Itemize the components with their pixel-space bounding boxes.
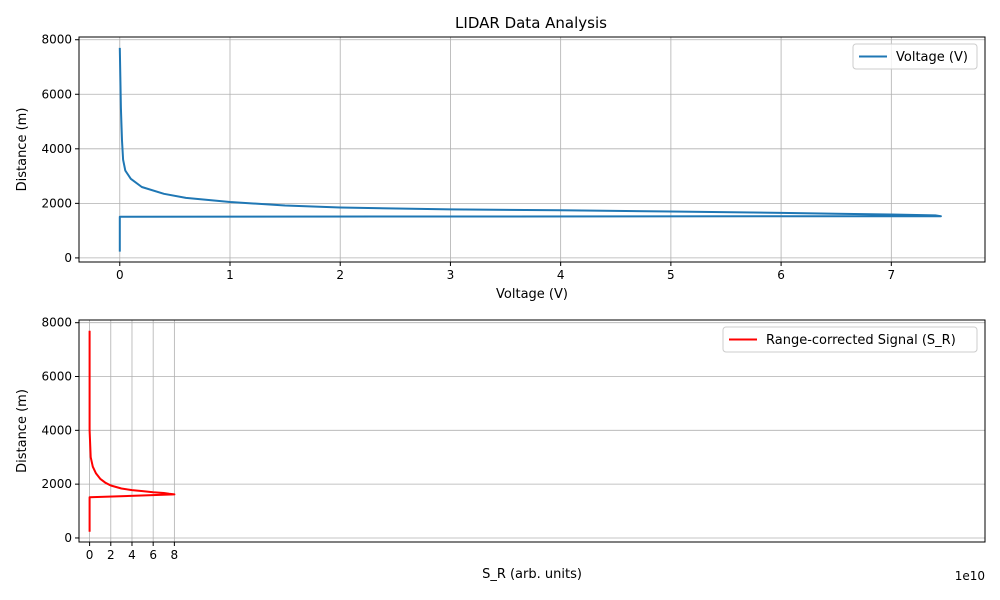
legend-label: Range-corrected Signal (S_R) [766,333,956,348]
x-tick-label: 8 [171,548,179,562]
x-axis-multiplier: 1e10 [955,569,985,583]
x-tick-label: 6 [777,268,785,282]
x-tick-label: 6 [149,548,157,562]
legend-box [852,43,978,70]
x-tick-label: 5 [667,268,675,282]
y-axis-label: Distance (m) [15,108,30,192]
y-tick-label: 0 [64,531,72,545]
x-axis-label: S_R (arb. units) [482,567,582,582]
y-tick-label: 0 [64,251,72,265]
x-tick-label: 7 [887,268,895,282]
axes-frame [78,319,986,543]
x-tick-label: 3 [447,268,455,282]
legend-label: Voltage (V) [896,50,968,65]
x-tick-label: 0 [116,268,124,282]
x-axis-label: Voltage (V) [496,287,568,302]
y-tick-label: 8000 [41,33,72,47]
x-tick-label: 1 [226,268,234,282]
series-line [118,47,942,252]
x-tick-label: 4 [557,268,565,282]
y-tick-label: 8000 [41,316,72,330]
y-axis-label: Distance (m) [15,389,30,473]
y-tick-label: 2000 [41,477,72,491]
x-tick-label: 4 [128,548,136,562]
y-tick-label: 6000 [41,370,72,384]
y-tick-label: 2000 [41,196,72,210]
y-tick-label: 6000 [41,87,72,101]
axes-frame [78,36,986,263]
x-tick-label: 2 [107,548,115,562]
x-tick-label: 0 [86,548,94,562]
figure-title: LIDAR Data Analysis [455,14,607,32]
y-tick-label: 4000 [41,423,72,437]
x-tick-label: 2 [336,268,344,282]
y-tick-label: 4000 [41,142,72,156]
series-line [88,330,176,532]
voltage-panel: 0 1 2 3 4 5 6 7 0 2000 4000 6000 8000 Voltage (V) Dist… [15,33,986,302]
legend-box [722,326,978,353]
